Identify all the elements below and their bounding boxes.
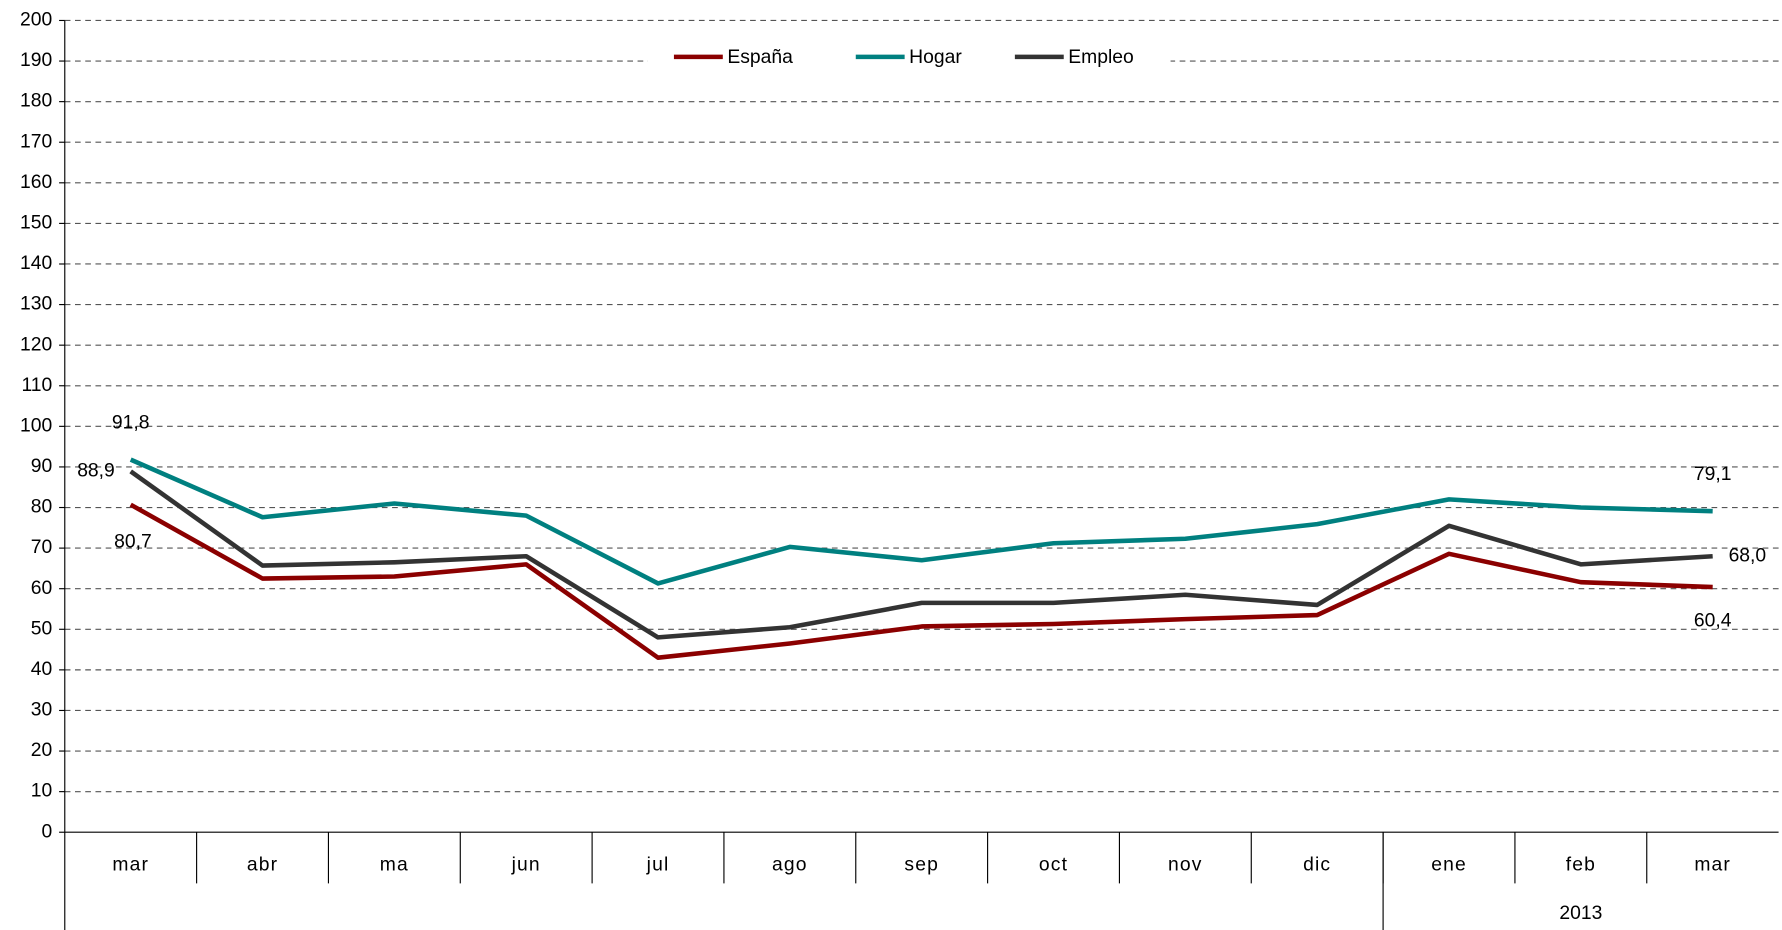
y-tick-label: 170 — [20, 131, 52, 152]
x-tick-label: jun — [511, 854, 541, 875]
data-label: 88,9 — [77, 461, 115, 482]
y-tick-label: 70 — [31, 537, 52, 558]
data-label: 79,1 — [1694, 464, 1732, 485]
y-tick-label: 80 — [31, 497, 52, 518]
x-tick-label: jul — [646, 854, 670, 875]
y-tick-label: 160 — [20, 172, 52, 193]
data-label: 68,0 — [1729, 545, 1767, 566]
legend: España Hogar Empleo — [647, 40, 1171, 73]
line-series — [129, 469, 1713, 640]
legend-label: Empleo — [1068, 47, 1133, 68]
axes: 0 10 20 30 40 50 60 70 80 90 100 110 120 130 140 150 160… — [20, 10, 1779, 930]
y-tick-label: 100 — [20, 415, 52, 436]
y-tick-label: 40 — [31, 659, 52, 680]
y-tick-label: 130 — [20, 294, 52, 315]
y-tick-label: 20 — [31, 740, 52, 761]
x-tick-label: ene — [1431, 854, 1467, 875]
x-tick-label: feb — [1566, 854, 1596, 875]
x-tick-label: ago — [772, 854, 808, 875]
y-tick-label: 10 — [31, 781, 52, 802]
grid — [64, 19, 1779, 793]
y-tick-label: 90 — [31, 456, 52, 477]
lines: 80,7 60,4 91,8 79,1 88,9 68,0 — [77, 412, 1767, 660]
y-tick-label: 140 — [20, 253, 52, 274]
x-tick-label: mar — [112, 854, 149, 875]
y-tick-label: 0 — [42, 821, 53, 842]
y-tick-label: 190 — [20, 50, 52, 71]
y-tick-label: 200 — [20, 10, 52, 31]
y-tick-label: 150 — [20, 213, 52, 234]
x-tick-label: nov — [1168, 854, 1203, 875]
y-tick-label: 50 — [31, 618, 52, 639]
y-tick-label: 120 — [20, 334, 52, 355]
x-tick-label: dic — [1303, 854, 1331, 875]
y-tick-label: 180 — [20, 91, 52, 112]
data-label: 91,8 — [112, 412, 150, 433]
x-tick-label: mar — [1694, 854, 1731, 875]
x-tick-label: abr — [247, 854, 278, 875]
legend-box — [647, 40, 1171, 73]
y-tick-label: 110 — [21, 375, 52, 396]
line-series — [129, 457, 1713, 586]
x-tick-label: oct — [1039, 854, 1068, 875]
data-label: 80,7 — [114, 531, 152, 552]
x-tick-label: ma — [380, 854, 409, 875]
line-series — [129, 502, 1713, 660]
x-tick-label: sep — [904, 854, 939, 875]
y-tick-label: 30 — [31, 700, 52, 721]
legend-label: España — [727, 47, 793, 68]
data-label: 60,4 — [1694, 610, 1732, 631]
x-group-label: 2013 — [1559, 903, 1602, 924]
y-tick-label: 60 — [31, 578, 52, 599]
legend-label: Hogar — [909, 47, 962, 68]
